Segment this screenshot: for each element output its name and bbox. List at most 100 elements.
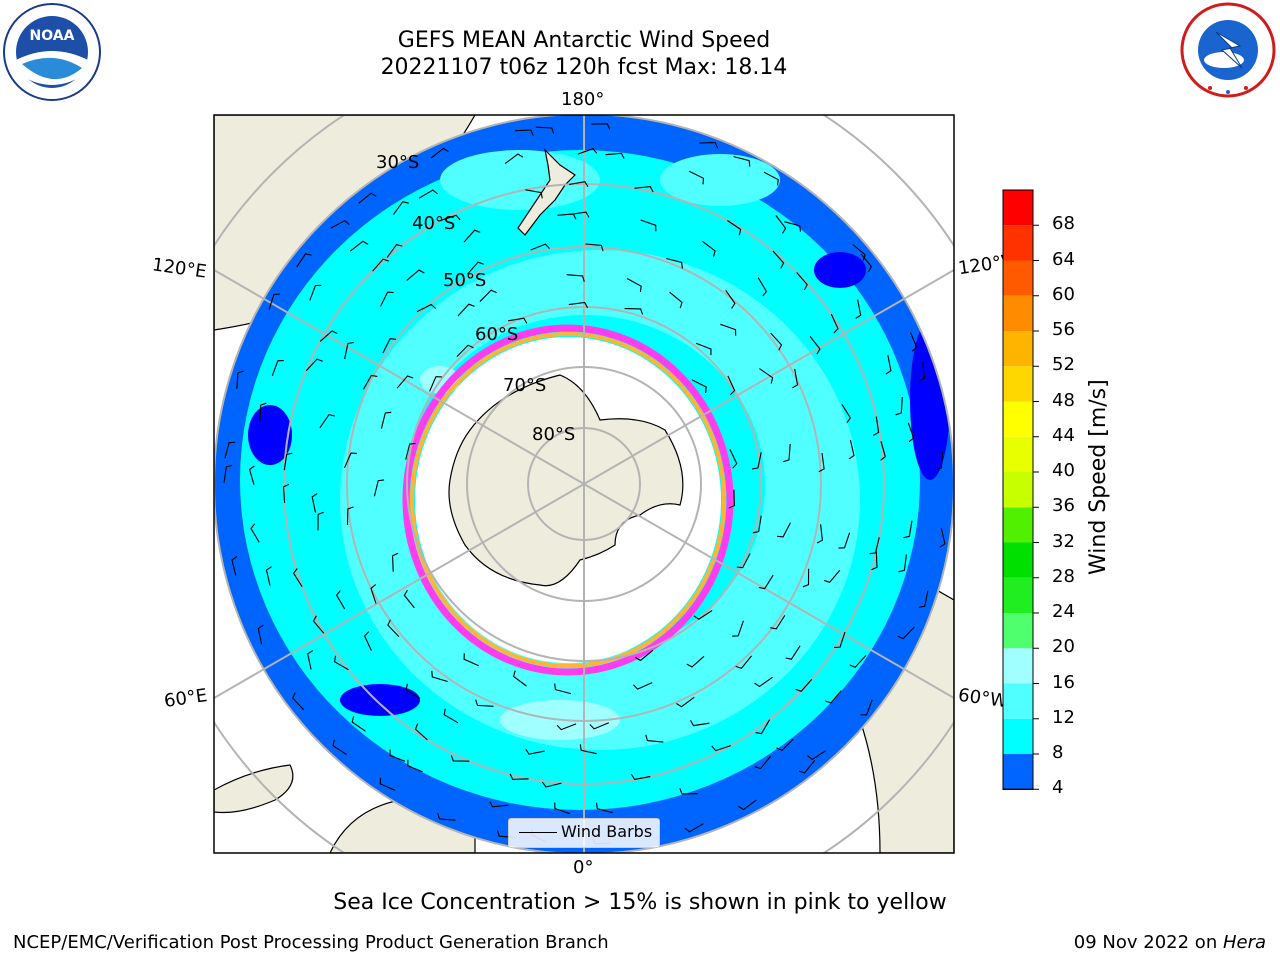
colorbar-tick-label: 20 [1052,636,1075,658]
wind-barb [319,413,335,429]
colorbar-segment [1003,754,1033,790]
wind-barb [848,439,855,460]
wind-barb [429,376,442,392]
nws-logo [1180,2,1276,98]
wind-barb [738,799,757,811]
wind-barb [224,441,236,459]
wind-barb [463,229,481,243]
wind-barb [873,416,880,436]
madagascar-land [214,764,294,814]
wind-barb [379,777,396,791]
wind-barb [792,368,799,389]
wind-barb [897,626,915,640]
colorbar-tick-label: 52 [1052,354,1075,376]
wind-barb [676,696,695,708]
wind-barbs [223,123,946,845]
wind-barb [918,590,929,608]
wind-barb [807,750,827,761]
footer-machine: Hera [1222,932,1266,953]
wind-barb [688,170,705,185]
colorbar-tick-label: 12 [1052,706,1075,728]
wind-barb [818,452,825,473]
wind-barb [595,802,613,814]
wind-barb [849,655,867,668]
wind-barb [860,699,873,716]
wind-barb [852,244,866,261]
wind-barb [752,515,762,534]
wind-barb [589,722,610,730]
wind-barb [816,524,823,544]
colorbar-tick-label: 68 [1052,213,1075,235]
wind-barb [579,744,597,755]
sea-ice-caption: Sea Ice Concentration > 15% is shown in … [333,890,947,915]
wind-barb [530,243,550,251]
wind-barb [231,556,238,576]
wind-barb [825,690,842,704]
wind-barb [479,289,497,302]
wind-barb [570,211,590,218]
wind-barb [387,619,400,638]
colorbar-segment [1003,472,1033,508]
wind-barb [802,568,810,588]
wind-barb [798,760,816,774]
wind-barb [457,303,475,317]
wind-barb [830,313,839,334]
wind-barb [414,723,428,741]
wind-barb [640,219,657,232]
wind-barb [512,670,527,687]
wind-barb [725,289,736,309]
wind-barb [504,153,524,165]
wind-barb [691,379,707,394]
wind-barb [431,670,448,683]
wind-barb [307,650,314,670]
wind-barb [450,755,470,762]
wind-barb [556,723,577,731]
colorbar-tick-label: 56 [1052,319,1075,340]
wind-barb [362,374,378,390]
wind-barb [380,291,394,307]
wind-barb [785,645,801,660]
wind-barb [727,375,736,396]
wind-barb [869,537,880,555]
wind-barb [236,370,244,389]
wind-barb [271,360,284,376]
colorbar-tick-label: 64 [1052,248,1075,270]
lat-label-70s: 70°S [503,375,547,396]
wind-barb [333,655,349,671]
wind-barb [783,443,791,463]
wind-barb [720,323,737,336]
wind-barb [939,528,946,548]
wind-barb [257,624,264,645]
colorbar-tick-label: 28 [1052,565,1075,587]
wind-barb [695,342,712,356]
wind-barb [871,551,878,571]
colorbar-segment [1003,295,1033,331]
footer-date: 09 Nov 2022 on Hera [1074,932,1266,953]
wind-barb [514,129,534,136]
graticule [214,115,954,853]
colorbar-segment [1003,331,1033,367]
wind-barb [838,532,851,549]
colorbar-title: Wind Speed [m/s] [1086,379,1111,575]
wind-barb [467,261,484,275]
wind-barb [669,291,683,309]
wind-barb [758,574,774,590]
wind-barb [392,201,409,215]
wind-barb [330,220,350,229]
wind-barb [309,284,322,301]
colorbar-segment [1003,401,1033,437]
wind-barb [729,449,738,469]
wind-barb [728,489,735,509]
wind-barb [666,257,683,269]
wind-barb [386,243,403,258]
wind-barb [312,615,325,634]
wind-barb [335,590,346,610]
wind-barb [919,361,926,382]
plot-title-line1: GEFS MEAN Antarctic Wind Speed [397,28,771,53]
wind-barb [755,719,771,735]
colorbar-segment [1003,648,1033,684]
wind-barb [895,396,903,416]
legend-label: Wind Barbs [561,822,653,841]
wind-barb [268,293,280,310]
